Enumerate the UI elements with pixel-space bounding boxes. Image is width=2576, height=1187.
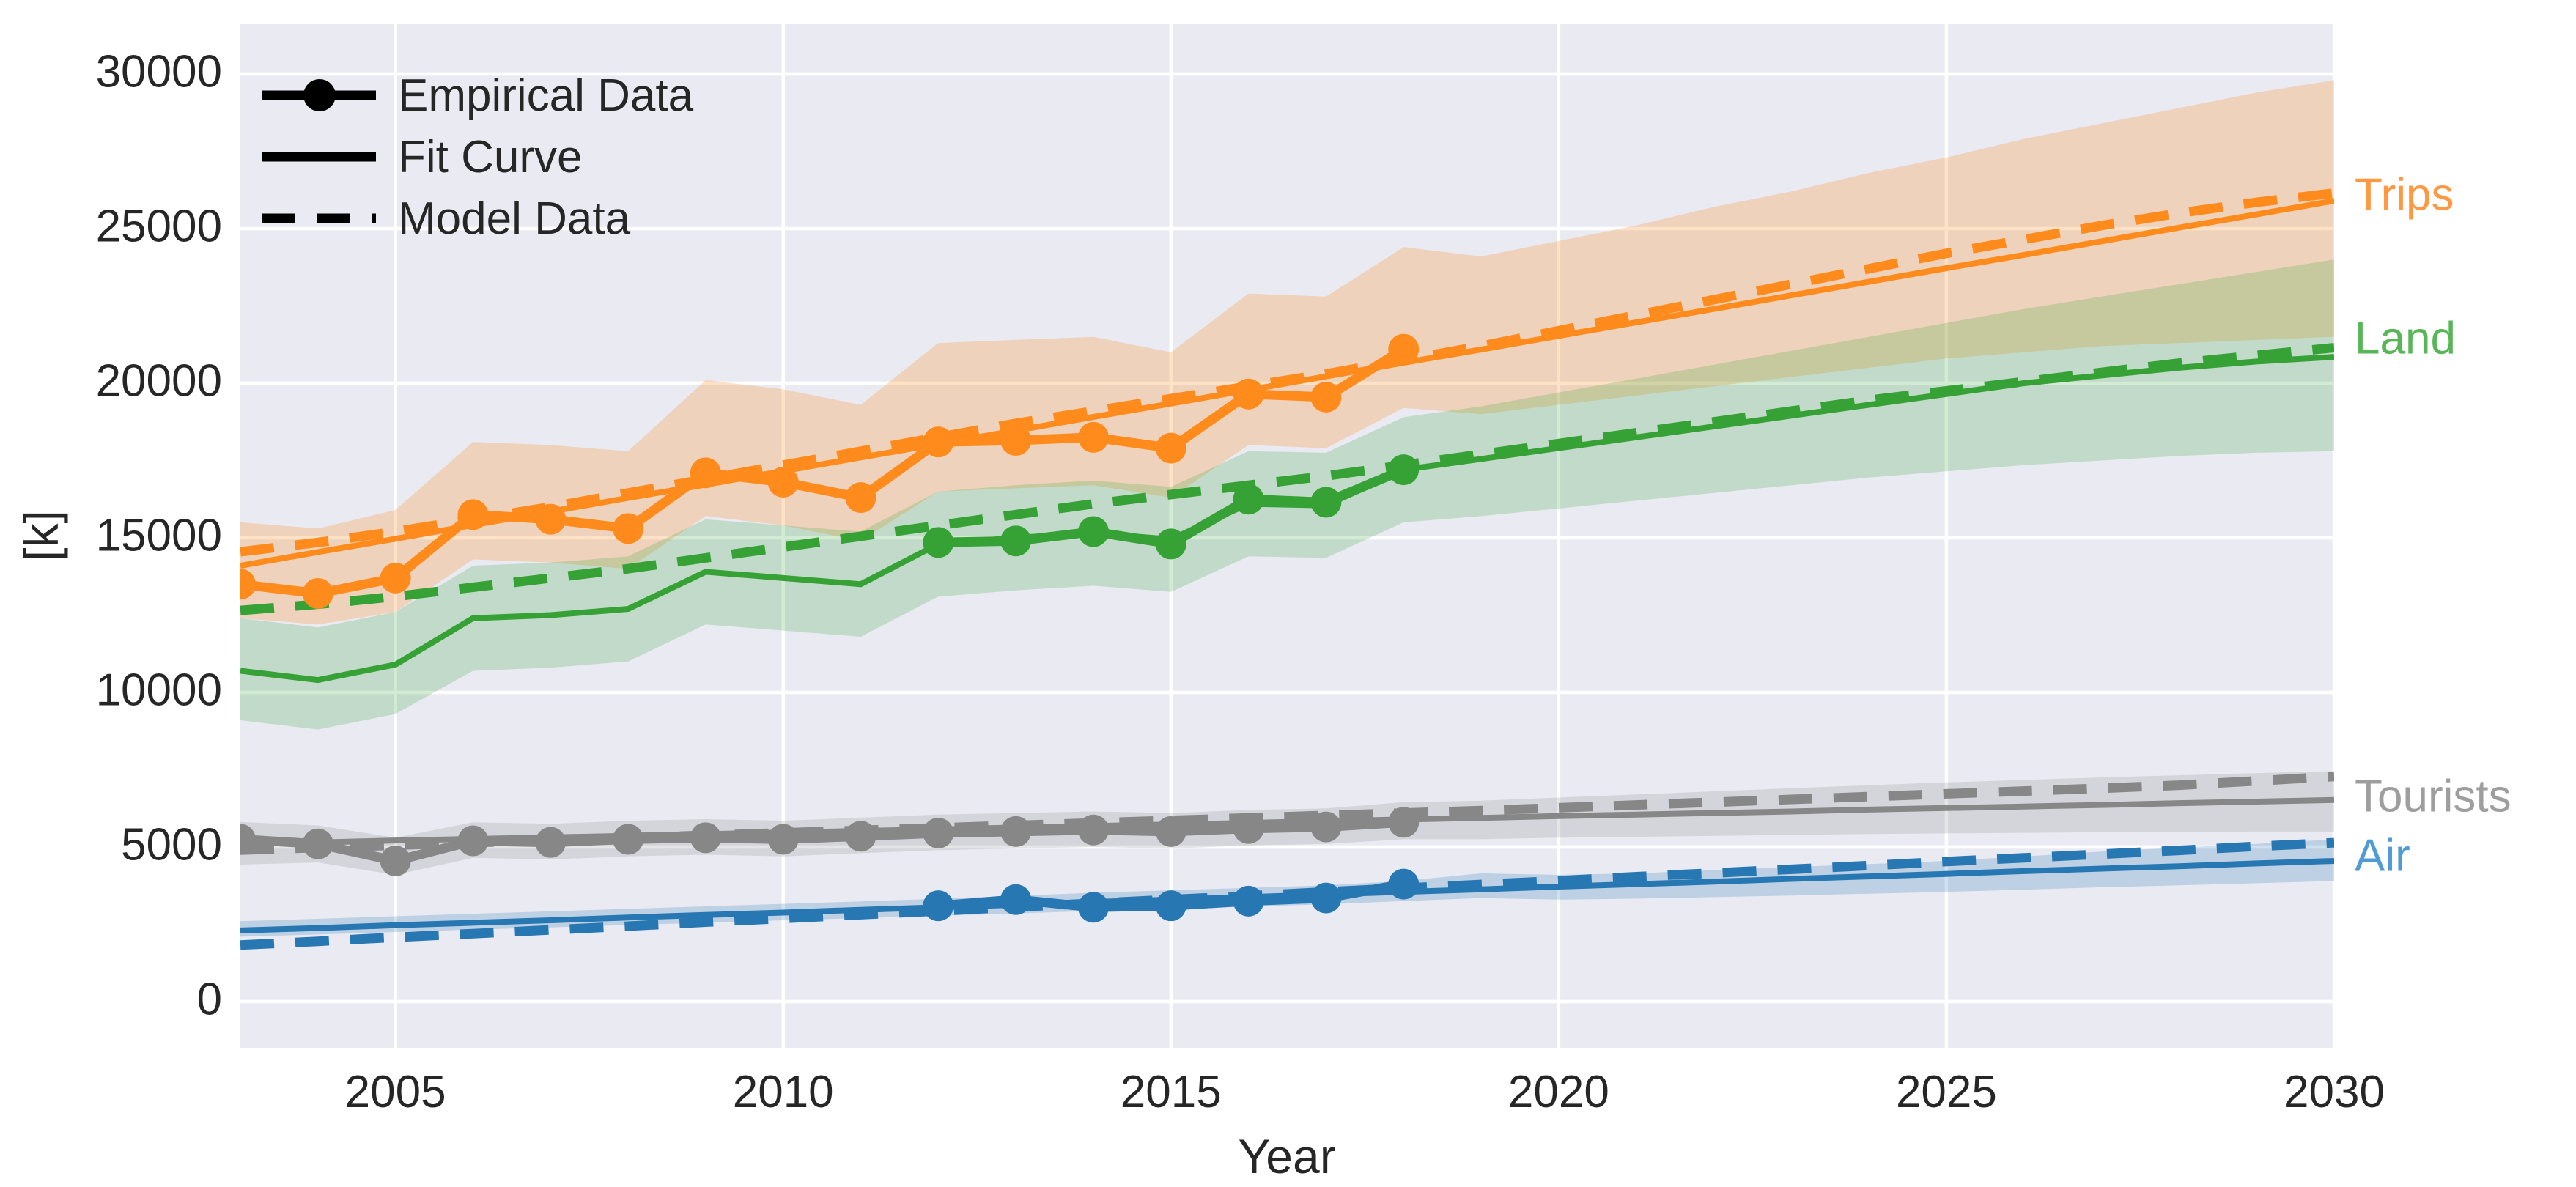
series-label-tourists: Tourists: [2355, 771, 2512, 822]
land-empirical-marker: [1233, 484, 1264, 515]
x-tick-label: 2020: [1507, 1067, 1609, 1117]
trips-empirical-marker: [1388, 333, 1420, 365]
trips-empirical-marker: [767, 467, 799, 498]
trips-empirical-marker: [380, 562, 411, 594]
x-tick-label: 2005: [344, 1067, 446, 1117]
x-tick-label: 2010: [732, 1067, 834, 1117]
trips-empirical-marker: [457, 499, 489, 530]
tourists-empirical-marker: [1077, 814, 1109, 846]
tourists-empirical-marker: [302, 828, 333, 859]
x-tick-label: 2025: [1895, 1067, 1997, 1117]
tourists-empirical-line: [240, 817, 1404, 866]
tourists-empirical-marker: [767, 824, 799, 855]
air-empirical-marker: [1155, 890, 1186, 922]
land-confidence-band: [240, 259, 2334, 730]
tourists-empirical-marker: [1310, 811, 1342, 843]
land-empirical-marker: [1077, 516, 1109, 547]
air-model-line: [240, 837, 2334, 950]
chart-canvas: [240, 24, 2334, 1048]
y-tick-label: 5000: [121, 819, 222, 870]
tourists-empirical-marker: [923, 818, 954, 849]
trips-empirical-marker: [923, 426, 954, 458]
trips-empirical-marker: [1077, 421, 1109, 453]
air-empirical-marker: [1388, 868, 1420, 900]
trips-empirical-marker: [1310, 381, 1342, 413]
trips-empirical-marker: [845, 482, 876, 514]
trips-empirical-marker: [302, 577, 333, 609]
tourists-empirical-marker: [380, 845, 411, 876]
series-label-air: Air: [2355, 830, 2410, 881]
legend-item-empirical: Empirical Data: [262, 64, 693, 126]
tourists-empirical-marker: [1388, 807, 1420, 838]
tourists-empirical-marker: [613, 824, 644, 855]
legend-solid-line-icon: [262, 140, 376, 174]
y-tick-label: 0: [196, 974, 222, 1025]
air-empirical-marker: [1233, 885, 1264, 917]
trips-empirical-marker: [690, 457, 721, 489]
trips-empirical-marker: [1155, 432, 1186, 464]
legend-dashed-line-icon: [262, 201, 376, 235]
series-label-trips: Trips: [2355, 169, 2454, 221]
trips-empirical-marker: [535, 503, 567, 535]
trips-empirical-marker: [1233, 378, 1264, 410]
tourists-empirical-marker: [1000, 816, 1032, 847]
trips-empirical-marker: [240, 569, 256, 600]
y-tick-label: 25000: [95, 201, 222, 252]
legend-label: Model Data: [398, 193, 631, 244]
tourists-empirical-marker: [535, 827, 567, 858]
land-empirical-marker: [923, 527, 954, 558]
land-empirical-marker: [1155, 528, 1186, 560]
trips-empirical-marker: [613, 513, 644, 544]
tourists-empirical-marker: [845, 821, 876, 852]
legend-item-model: Model Data: [262, 188, 693, 249]
air-empirical-marker: [1077, 892, 1109, 923]
y-tick-label: 30000: [95, 46, 222, 97]
tourists-empirical-marker: [690, 822, 721, 854]
tourists-empirical-marker: [1233, 813, 1264, 844]
legend-marker-line-icon: [262, 78, 376, 112]
legend-item-fit: Fit Curve: [262, 126, 693, 188]
series-label-land: Land: [2355, 313, 2456, 364]
legend-label: Fit Curve: [398, 131, 583, 182]
trips-confidence-band: [240, 80, 2334, 625]
trips-model-line: [240, 188, 2334, 557]
plot-area: [240, 24, 2334, 1048]
x-axis-label: Year: [1238, 1129, 1336, 1183]
y-tick-label: 20000: [95, 355, 222, 407]
tourists-empirical-marker: [457, 825, 489, 857]
tourists-empirical-marker: [240, 824, 256, 855]
x-tick-label: 2015: [1120, 1067, 1222, 1117]
land-model-line: [240, 343, 2334, 615]
y-tick-label: 15000: [95, 510, 222, 561]
land-empirical-marker: [1000, 525, 1032, 557]
air-empirical-marker: [923, 890, 954, 922]
trips-empirical-line: [240, 345, 1406, 599]
land-empirical-marker: [1388, 454, 1420, 486]
air-empirical-marker: [1310, 882, 1342, 914]
air-empirical-marker: [1000, 884, 1032, 915]
land-empirical-marker: [1310, 487, 1342, 518]
x-tick-label: 2030: [2284, 1067, 2385, 1117]
legend-label: Empirical Data: [398, 70, 694, 121]
tourists-empirical-marker: [1155, 816, 1186, 847]
y-tick-label: 10000: [95, 665, 222, 716]
legend: Empirical Data Fit Curve Model Data: [262, 64, 693, 249]
trips-empirical-marker: [1000, 425, 1032, 456]
